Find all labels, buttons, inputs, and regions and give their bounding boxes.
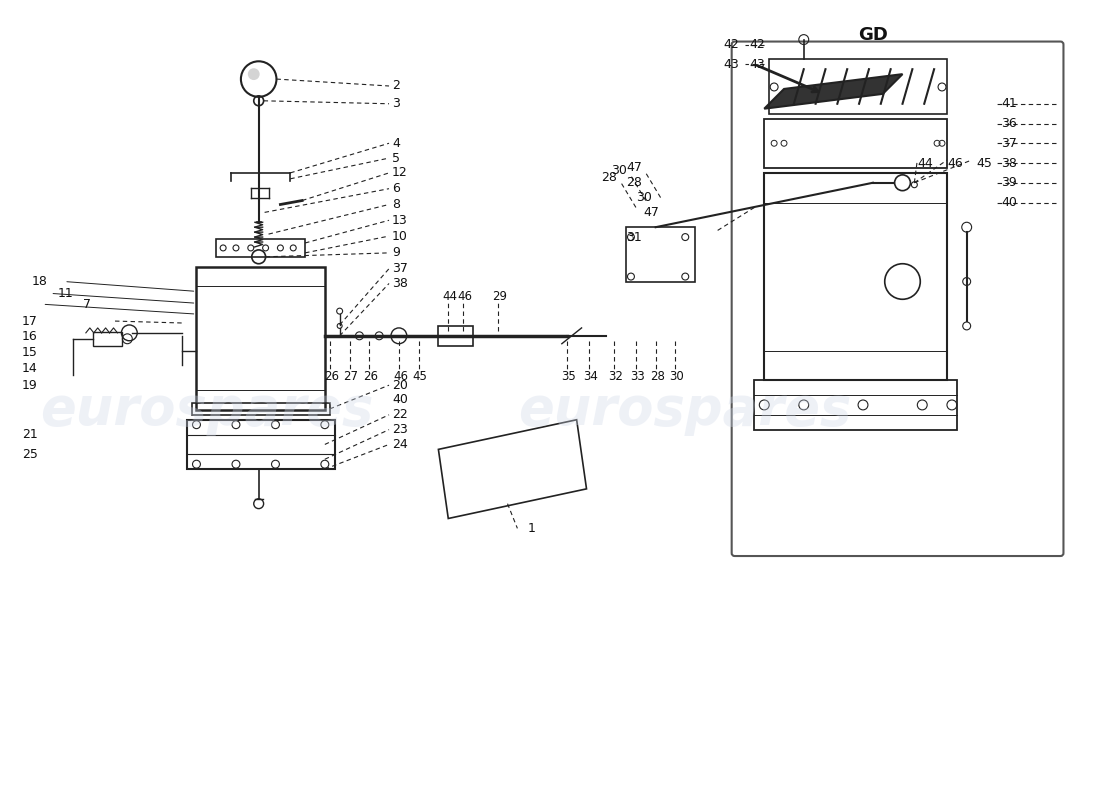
- Text: GD: GD: [858, 26, 888, 44]
- Text: 14: 14: [22, 362, 37, 375]
- Text: 41: 41: [1001, 98, 1018, 110]
- Text: 33: 33: [630, 370, 645, 383]
- Bar: [197, 266, 324, 410]
- Text: 42: 42: [749, 38, 766, 51]
- Text: 30: 30: [636, 191, 652, 204]
- Text: 45: 45: [412, 370, 428, 383]
- Text: 46: 46: [393, 370, 408, 383]
- Text: 22: 22: [392, 408, 408, 422]
- Bar: [217, 239, 305, 257]
- Text: 1: 1: [527, 522, 535, 535]
- Bar: [191, 403, 330, 415]
- Text: 15: 15: [22, 346, 37, 359]
- Text: 46: 46: [458, 290, 472, 303]
- Text: 6: 6: [392, 182, 400, 195]
- Text: 36: 36: [1001, 117, 1018, 130]
- Text: 44: 44: [442, 290, 458, 303]
- Text: 23: 23: [392, 423, 408, 436]
- Text: 20: 20: [392, 378, 408, 392]
- Bar: [769, 59, 947, 114]
- Text: 31: 31: [626, 230, 641, 243]
- Text: 18: 18: [32, 275, 47, 288]
- Text: 28: 28: [650, 370, 664, 383]
- Text: 3: 3: [392, 98, 400, 110]
- Text: 38: 38: [1001, 157, 1018, 170]
- Text: 45: 45: [977, 157, 992, 170]
- Text: 11: 11: [57, 287, 73, 300]
- Text: 26: 26: [323, 370, 339, 383]
- Text: 37: 37: [1001, 137, 1018, 150]
- Text: 10: 10: [392, 230, 408, 242]
- Text: 5: 5: [392, 151, 400, 165]
- Bar: [764, 118, 947, 168]
- Text: 42: 42: [724, 38, 739, 51]
- Text: eurospares: eurospares: [40, 384, 373, 436]
- Text: 37: 37: [392, 262, 408, 275]
- Text: 12: 12: [392, 166, 408, 179]
- Circle shape: [248, 68, 260, 80]
- Polygon shape: [764, 74, 902, 109]
- Text: 2: 2: [392, 79, 400, 93]
- Text: 7: 7: [82, 298, 91, 310]
- Text: 40: 40: [392, 394, 408, 406]
- Text: 43: 43: [724, 58, 739, 70]
- Bar: [439, 326, 473, 346]
- Text: 44: 44: [917, 157, 933, 170]
- Bar: [626, 227, 695, 282]
- Text: 28: 28: [602, 171, 617, 184]
- Text: 8: 8: [392, 198, 400, 211]
- Text: 47: 47: [644, 206, 660, 219]
- Text: 39: 39: [1001, 176, 1018, 190]
- Text: 21: 21: [22, 428, 37, 441]
- Text: 46: 46: [947, 157, 962, 170]
- Bar: [92, 332, 122, 346]
- Bar: [755, 380, 957, 430]
- Text: 9: 9: [392, 246, 400, 259]
- Text: 28: 28: [626, 176, 642, 190]
- Text: 19: 19: [22, 378, 37, 392]
- Text: 30: 30: [670, 370, 684, 383]
- Bar: [764, 173, 947, 380]
- Text: eurospares: eurospares: [518, 384, 852, 436]
- Text: 43: 43: [749, 58, 766, 70]
- Text: 47: 47: [626, 162, 642, 174]
- Text: 26: 26: [363, 370, 378, 383]
- Text: 35: 35: [561, 370, 575, 383]
- Text: 29: 29: [492, 290, 507, 303]
- Text: 30: 30: [612, 165, 627, 178]
- Text: 27: 27: [343, 370, 359, 383]
- Text: 17: 17: [22, 314, 37, 327]
- Text: 4: 4: [392, 137, 400, 150]
- Text: 34: 34: [584, 370, 598, 383]
- Text: 40: 40: [1001, 196, 1018, 209]
- Text: 13: 13: [392, 214, 408, 226]
- Bar: [187, 420, 334, 469]
- Text: 25: 25: [22, 448, 37, 461]
- Text: 24: 24: [392, 438, 408, 451]
- Text: 38: 38: [392, 277, 408, 290]
- Text: 32: 32: [608, 370, 623, 383]
- Text: 16: 16: [22, 330, 37, 343]
